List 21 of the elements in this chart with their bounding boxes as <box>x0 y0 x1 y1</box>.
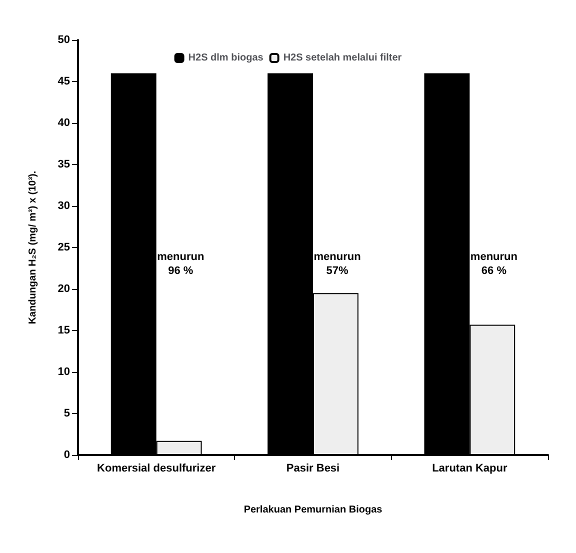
y-tick-label: 35 <box>58 158 70 170</box>
x-tick-label: Pasir Besi <box>286 462 340 474</box>
annotation: menurun 57% <box>314 251 362 278</box>
x-tick-label: Komersial desulfurizer <box>97 462 216 474</box>
y-tick-label: 50 <box>58 34 70 46</box>
y-tick-label: 0 <box>64 449 70 461</box>
y-tick-label: 15 <box>58 324 70 336</box>
y-tick-label: 45 <box>58 76 70 88</box>
x-tick-label: Larutan Kapur <box>432 462 508 474</box>
y-axis-title: Kandungan H₂S (mg/ m³) x (10³). <box>28 170 38 324</box>
annotation: menurun 96 % <box>157 251 204 278</box>
annotation: menurun 66 % <box>470 251 518 278</box>
legend-label: H2S setelah melalui filter <box>283 52 402 64</box>
y-tick-label: 5 <box>64 408 70 420</box>
y-tick-label: 30 <box>58 200 70 212</box>
x-axis-title: Perlakuan Pemurnian Biogas <box>244 504 383 516</box>
y-tick-label: 10 <box>58 366 70 378</box>
y-tick-label: 40 <box>58 117 70 129</box>
y-tick-label: 20 <box>58 283 70 295</box>
legend-label: H2S dlm biogas <box>188 52 264 64</box>
y-tick-label: 25 <box>58 242 70 254</box>
